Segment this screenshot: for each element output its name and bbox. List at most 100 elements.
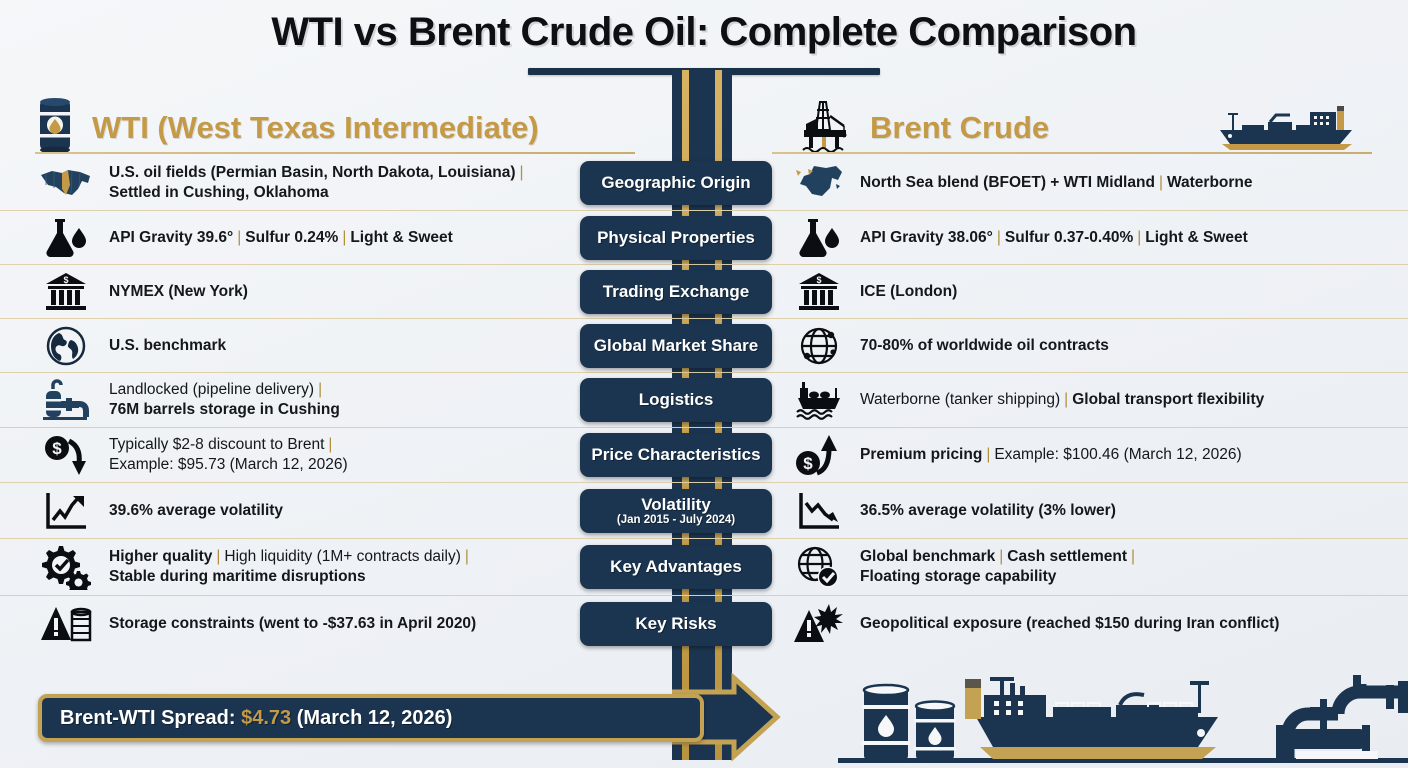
brent-trading-exchange-text: ICE (London) <box>860 282 958 300</box>
brent-volatility-text: 36.5% average volatility (3% lower) <box>860 501 1116 519</box>
brent-header-label: Brent Crude <box>870 109 1050 145</box>
bank-building-icon: $ <box>35 268 97 316</box>
pill-label: Volatility <box>641 495 711 514</box>
warning-explosion-icon <box>790 600 848 648</box>
oil-barrel-icon <box>32 96 78 159</box>
row-label-price-characteristics[interactable]: Price Characteristics <box>580 428 772 482</box>
wti-cell-key-risks: Storage constraints (went to -$37.63 in … <box>0 596 580 651</box>
row-label-volatility[interactable]: Volatility (Jan 2015 - July 2024) <box>580 483 772 538</box>
wti-volatility-text: 39.6% average volatility <box>109 501 284 519</box>
wti-key-risks-text: Storage constraints (went to -$37.63 in … <box>109 614 477 632</box>
pill-label: Trading Exchange <box>602 281 750 301</box>
brent-logistics-text: Waterborne (tanker shipping) | Global tran… <box>860 391 1265 409</box>
wti-cell-volatility: 39.6% average volatility <box>0 483 580 538</box>
pill-label: Physical Properties <box>597 227 755 247</box>
page-title: WTI vs Brent Crude Oil: Complete Compari… <box>271 10 1137 54</box>
table-row: $ NYMEX (New York) Trading Exchange <box>0 265 1408 319</box>
brent-cell-geographic-origin: North Sea blend (BFOET) + WTI Midland | Wa… <box>772 155 1408 210</box>
wti-cell-geographic-origin: U.S. oil fields (Permian Basin, North Da… <box>0 155 580 210</box>
pill-label: Logistics <box>638 390 714 409</box>
brent-cell-price-characteristics: $ Premium pricing | Example: $100.46 (Marc… <box>772 428 1408 482</box>
globe-americas-icon <box>35 322 97 370</box>
row-label-geographic-origin[interactable]: Geographic Origin <box>580 155 772 210</box>
bottom-illustration-scene <box>798 655 1408 768</box>
gear-check-icon <box>35 543 97 591</box>
chart-line-up-icon <box>35 487 97 535</box>
wti-cell-trading-exchange: $ NYMEX (New York) <box>0 265 580 318</box>
table-row: API Gravity 39.6° | Sulfur 0.24% | Light & S… <box>0 211 1408 265</box>
wti-cell-key-advantages: Higher quality | High liquidity (1M+ contr… <box>0 539 580 595</box>
wti-cell-physical-properties: API Gravity 39.6° | Sulfur 0.24% | Light & S… <box>0 211 580 264</box>
pill-label: Price Characteristics <box>591 445 761 464</box>
table-row: $ Typically $2-8 discount to Brent | Exam… <box>0 428 1408 483</box>
pipeline-storage-icon <box>35 376 97 424</box>
svg-text:$: $ <box>52 439 62 458</box>
row-label-key-risks[interactable]: Key Risks <box>580 596 772 651</box>
row-label-trading-exchange[interactable]: Trading Exchange <box>580 265 772 318</box>
pill-label: Global Market Share <box>593 335 759 355</box>
warning-storage-tank-icon <box>35 600 97 648</box>
table-row: Landlocked (pipeline delivery) | 76M barr… <box>0 373 1408 428</box>
wti-key-advantages-text: Higher quality | High liquidity (1M+ contr… <box>109 548 469 585</box>
dollar-up-arrow-icon: $ <box>790 431 848 479</box>
usa-map-icon <box>35 159 97 207</box>
spread-bar: Brent-WTI Spread: $4.73 (March 12, 2026) <box>38 694 704 742</box>
table-row: Storage constraints (went to -$37.63 in … <box>0 596 1408 651</box>
wti-price-characteristics-text: Typically $2-8 discount to Brent | Exampl… <box>109 436 348 473</box>
flask-oil-drop-icon <box>790 214 848 262</box>
table-row: 39.6% average volatility Volatility (Jan… <box>0 483 1408 539</box>
brent-geographic-origin-text: North Sea blend (BFOET) + WTI Midland | Wa… <box>860 173 1253 191</box>
wti-header-label: WTI (West Texas Intermediate) <box>92 109 539 145</box>
spread-banner: Brent-WTI Spread: $4.73 (March 12, 2026)… <box>0 672 1408 768</box>
globe-grid-icon <box>790 322 848 370</box>
table-row: Higher quality | High liquidity (1M+ contr… <box>0 539 1408 596</box>
cargo-ship-icon <box>790 376 848 424</box>
brent-cell-logistics: Waterborne (tanker shipping) | Global tran… <box>772 373 1408 427</box>
oil-tanker-ship-icon <box>1206 100 1366 157</box>
brent-cell-volatility: 36.5% average volatility (3% lower) <box>772 483 1408 538</box>
wti-global-market-share-text: U.S. benchmark <box>109 336 227 354</box>
brent-key-advantages-text: Global benchmark | Cash settlement | Floati… <box>860 548 1136 585</box>
wti-column-header: WTI (West Texas Intermediate) <box>32 96 539 159</box>
wti-geographic-origin-text: U.S. oil fields (Permian Basin, North Da… <box>109 163 524 201</box>
spread-label: Brent-WTI Spread: <box>60 706 236 729</box>
row-label-key-advantages[interactable]: Key Advantages <box>580 539 772 595</box>
oil-barrel-pair-icon <box>862 683 956 759</box>
svg-text:$: $ <box>816 275 821 285</box>
europe-map-icon <box>790 159 848 207</box>
comparison-rows: U.S. oil fields (Permian Basin, North Da… <box>0 155 1408 651</box>
brent-header-underline <box>772 152 1372 154</box>
spread-text: Brent-WTI Spread: $4.73 (March 12, 2026) <box>60 707 452 730</box>
brent-key-risks-text: Geopolitical exposure (reached $150 duri… <box>860 614 1280 632</box>
pill-label: Key Advantages <box>610 557 742 576</box>
wti-cell-global-market-share: U.S. benchmark <box>0 319 580 372</box>
svg-text:$: $ <box>803 454 813 473</box>
brent-cell-trading-exchange: $ ICE (London) <box>772 265 1408 318</box>
brent-physical-properties-text: API Gravity 38.06° | Sulfur 0.37-0.40% | Lig… <box>860 228 1248 246</box>
wti-cell-logistics: Landlocked (pipeline delivery) | 76M barr… <box>0 373 580 427</box>
wti-physical-properties-text: API Gravity 39.6° | Sulfur 0.24% | Light & S… <box>109 228 453 246</box>
brent-global-market-share-text: 70-80% of worldwide oil contracts <box>860 336 1109 354</box>
row-label-global-market-share[interactable]: Global Market Share <box>580 319 772 372</box>
brent-cell-global-market-share: 70-80% of worldwide oil contracts <box>772 319 1408 372</box>
pill-sublabel: (Jan 2015 - July 2024) <box>616 514 736 526</box>
tanker-ship-scene-icon <box>965 677 1218 759</box>
offshore-oil-rig-icon <box>800 96 856 159</box>
flask-oil-drop-icon <box>35 214 97 262</box>
pill-label: Geographic Origin <box>601 172 751 192</box>
dollar-down-arrow-icon: $ <box>35 431 97 479</box>
chart-line-down-icon <box>790 487 848 535</box>
globe-check-icon <box>790 543 848 591</box>
table-row: U.S. oil fields (Permian Basin, North Da… <box>0 155 1408 211</box>
wti-logistics-text: Landlocked (pipeline delivery) | 76M barr… <box>109 381 340 418</box>
wti-cell-price-characteristics: $ Typically $2-8 discount to Brent | Exam… <box>0 428 580 482</box>
table-row: U.S. benchmark Global Market Share <box>0 319 1408 373</box>
svg-text:$: $ <box>63 275 68 285</box>
spread-value: $4.73 <box>241 706 292 729</box>
row-label-physical-properties[interactable]: Physical Properties <box>580 211 772 264</box>
spread-date: (March 12, 2026) <box>296 706 453 729</box>
row-label-logistics[interactable]: Logistics <box>580 373 772 427</box>
pill-label: Key Risks <box>635 613 717 633</box>
brent-price-characteristics-text: Premium pricing | Example: $100.46 (March … <box>860 446 1242 464</box>
